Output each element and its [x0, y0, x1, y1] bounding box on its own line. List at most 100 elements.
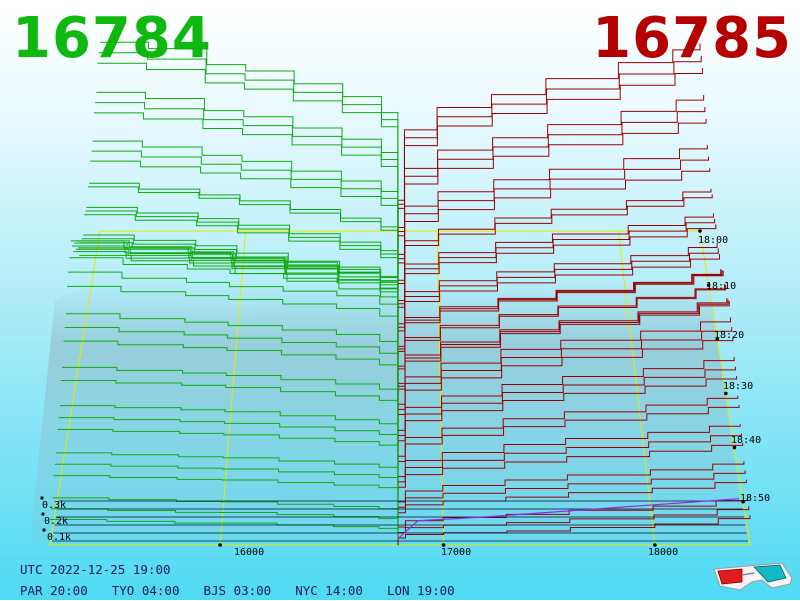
bid-depth-curve [100, 41, 399, 232]
bid-depth-curve [97, 62, 399, 247]
bid-depth-curve [62, 366, 399, 469]
ask-depth-curve [397, 317, 731, 423]
ask-depth-curve [397, 395, 739, 469]
bid-depth-curve [53, 475, 399, 523]
volume-tick-marker [42, 528, 46, 532]
ask-depth-curve [397, 405, 740, 477]
time-tick-marker [724, 391, 728, 396]
ask-depth-curve [397, 188, 712, 301]
ask-depth-curve [397, 248, 719, 347]
new-york-time: NYC 14:00 [295, 583, 363, 598]
ask-depth-curve [397, 107, 706, 263]
ask-depth-curve [397, 224, 717, 332]
time-tick-label: 18:20 [714, 330, 744, 341]
time-tick-label: 18:10 [706, 281, 736, 292]
x-tick-marker [441, 543, 446, 547]
ask-depth-curve [397, 284, 727, 393]
ask-depth-curve [397, 506, 750, 538]
ask-depth-curve [397, 298, 728, 400]
bid-depth-curve [51, 508, 399, 538]
grid-right-edge [699, 230, 751, 546]
ask-depth-curve [397, 194, 713, 309]
bid-depth-curve [64, 327, 399, 454]
current-ask-curve [397, 498, 740, 540]
ask-depth-curve [397, 43, 701, 232]
bid-depth-curve [71, 245, 399, 408]
tokyo-time: TYO 04:00 [111, 583, 180, 598]
ask-depth-curve [397, 145, 708, 278]
time-tick-marker [706, 283, 711, 287]
grid-price-line [436, 230, 445, 546]
time-tick-label: 18:30 [723, 381, 753, 392]
bid-depth-curve [79, 254, 399, 362]
time-tick-marker [698, 229, 702, 233]
ask-depth-curve [397, 283, 725, 385]
bid-depth-curve [56, 452, 399, 507]
ask-depth-curve [397, 497, 749, 531]
ask-depth-curve [397, 357, 735, 446]
3d-glasses-icon[interactable] [712, 560, 794, 592]
volume-tick-label: 0.3k [42, 500, 66, 511]
x-tick-label: 18000 [648, 547, 678, 558]
bid-depth-curve [69, 257, 399, 423]
bid-depth-curve [95, 102, 399, 262]
ask-depth-curve [397, 470, 746, 515]
bid-depth-curve [92, 140, 399, 277]
bid-depth-curve [84, 214, 399, 331]
ask-depth-curve [397, 424, 741, 485]
ask-depth-curve [397, 433, 742, 492]
london-time: LON 19:00 [386, 583, 455, 598]
ask-depth-curve [397, 156, 710, 286]
bid-depth-curve [67, 285, 399, 438]
volume-tick-label: 0.1k [47, 532, 71, 543]
bid-depth-curve [57, 428, 399, 500]
ask-depth-curve [397, 218, 716, 324]
ask-depth-curve [397, 95, 705, 255]
chart-labels: 16000 17000 18000 18:00 18:10 18:20 18:3… [42, 235, 770, 558]
x-tick-label: 17000 [441, 547, 471, 558]
chart-floor-shadow [30, 282, 755, 540]
ask-depth-curve [397, 168, 711, 293]
ask-depth-curve [397, 336, 734, 439]
bid-depth-curve [68, 271, 399, 431]
ask-depth-curve [397, 242, 718, 339]
bid-depth-curve [93, 112, 399, 270]
bid-depth-curve [70, 240, 399, 415]
bid-depth-curve [87, 186, 399, 308]
ask-depth-curve [397, 118, 707, 270]
ask-depth-curve [397, 299, 729, 408]
bid-depth-curve [75, 248, 399, 385]
ask-depth-curve [397, 366, 736, 454]
bid-depth-curve [73, 251, 399, 400]
volume-tick-label: 0.2k [44, 516, 68, 527]
utc-time: UTC 2022-12-25 19:00 [20, 562, 171, 577]
x-tick-label: 16000 [234, 547, 264, 558]
bid-depth-curve [54, 463, 399, 515]
ask-depth-curve [397, 515, 751, 546]
x-tick-marker [218, 543, 222, 547]
world-clock: UTC 2022-12-25 19:00 PAR 20:00 TYO 04:00 B… [20, 559, 479, 601]
bid-depth-curve [90, 160, 399, 293]
bid-depth-curve [74, 242, 399, 392]
bid-depth-curve [96, 91, 399, 254]
bid-depth-curve [60, 379, 399, 477]
bid-depth-curve [98, 52, 399, 239]
time-tick-label: 18:50 [740, 493, 770, 504]
time-tick-label: 18:00 [698, 235, 728, 246]
ask-depth-curve [397, 327, 733, 431]
ask-depth-curve [397, 442, 744, 500]
bid-depth-curve [91, 150, 399, 285]
bid-depth-curve [58, 417, 399, 492]
x-tick-marker [653, 543, 657, 547]
ask-depth-curve [397, 461, 745, 508]
ask-depth-curve [397, 270, 724, 378]
grid-left-edge [49, 230, 101, 546]
beijing-time: BJS 03:00 [203, 583, 272, 598]
volume-tick-marker [41, 512, 45, 516]
ask-depth-curve [397, 213, 714, 316]
best-ask-price: 16785 [592, 6, 792, 71]
time-tick-marker [732, 445, 737, 450]
ask-depth-curve [397, 55, 702, 240]
bid-depth-curve [59, 405, 399, 484]
